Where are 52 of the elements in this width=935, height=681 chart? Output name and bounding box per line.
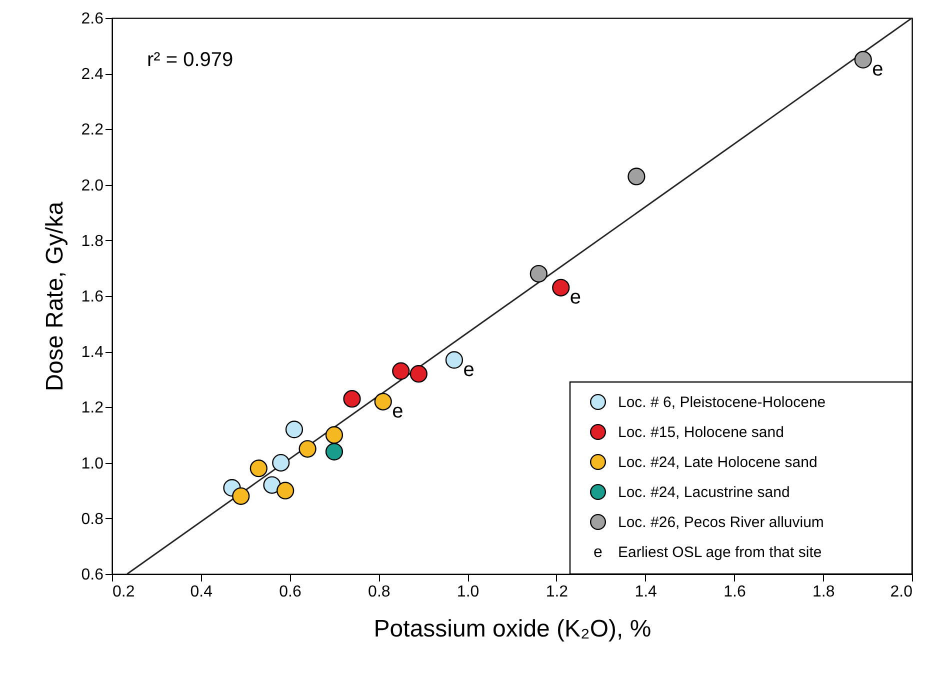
x-tick-label: 0.4: [190, 584, 213, 600]
x-tick-label: 0.6: [279, 584, 302, 600]
point: [250, 460, 268, 478]
y-tick-label: 1.6: [81, 288, 104, 306]
x-tick-label: 1.2: [546, 584, 568, 600]
annotation: e Earliest OSL age from that site: [594, 544, 822, 561]
point: [263, 476, 281, 494]
y-tick-label: 1.8: [81, 232, 104, 250]
point: [530, 264, 548, 283]
x-tick-label: 0.8: [368, 584, 390, 600]
point: [325, 426, 344, 444]
point: [392, 362, 410, 380]
legend-label: Loc. #26, Pecos River alluvium: [618, 514, 824, 531]
x-tick-label: 1.6: [724, 584, 746, 600]
y-tick-label: 1.4: [81, 344, 104, 362]
legend-label: Loc. #24, Late Holocene sand: [618, 454, 818, 471]
annotation: e: [463, 358, 474, 381]
legend-label: Loc. # 6, Pleistocene-Holocene: [618, 394, 826, 411]
point: [272, 454, 290, 472]
y-tick-label: 0.8: [81, 510, 104, 528]
point: [854, 50, 872, 68]
y-tick-label: 0.6: [81, 566, 104, 584]
y-axis-title: Dose Rate, Gy/ka: [41, 201, 68, 392]
x-tick-label: 1.0: [456, 584, 480, 600]
y-tick-label: 2.0: [81, 177, 104, 194]
y-tick-label: 1.0: [81, 455, 104, 472]
point: [298, 440, 316, 458]
point: [552, 278, 570, 296]
y-tick-label: 2.4: [81, 66, 104, 84]
y-tick-label: 1.2: [81, 400, 104, 417]
point: [325, 442, 344, 460]
x-axis-title: Potassium oxide (K₂O), %: [374, 616, 652, 642]
legend-label: Loc. #24, Lacustrine sand: [618, 484, 790, 501]
annotation: e: [392, 400, 404, 423]
legend-label: Loc. #15, Holocene sand: [618, 424, 784, 441]
point: [628, 168, 646, 186]
point: [445, 351, 464, 369]
x-tick-label: 2.0: [890, 584, 913, 600]
x-tick-label: 1.4: [634, 584, 658, 600]
y-tick-label: 2.2: [81, 122, 104, 139]
point: [374, 392, 392, 410]
point: [276, 482, 294, 500]
annotation: e: [570, 286, 582, 309]
x-tick-label: 1.8: [812, 584, 835, 600]
y-tick-label: 2.6: [81, 10, 104, 28]
point: [232, 487, 250, 505]
x-tick-label: 0.2: [112, 584, 135, 600]
point: [285, 420, 304, 438]
annotation: r² = 0.979: [147, 49, 234, 71]
annotation: e: [872, 58, 884, 81]
point: [410, 365, 428, 383]
point: [343, 390, 361, 408]
